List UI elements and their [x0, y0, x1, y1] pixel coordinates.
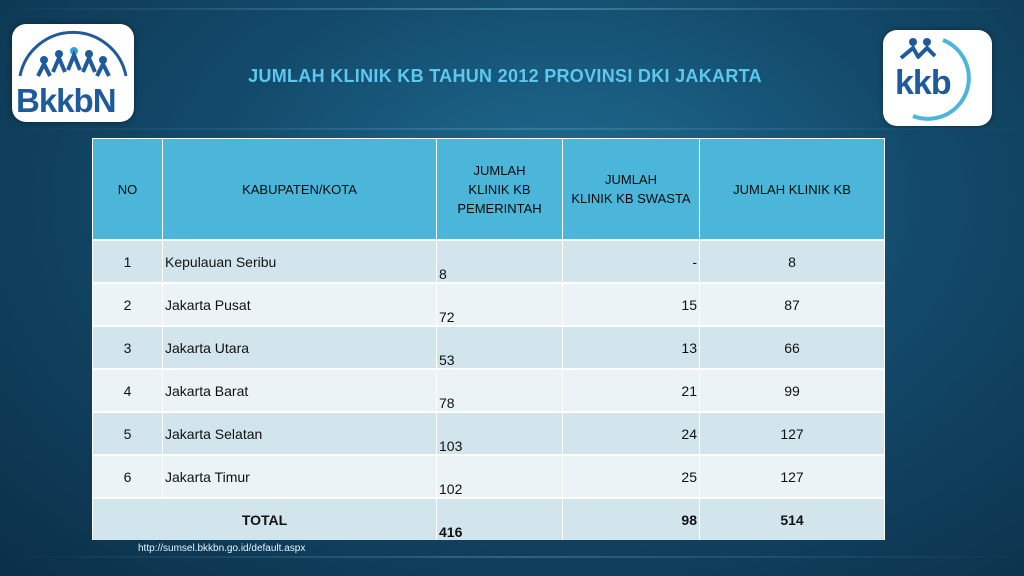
- background-streak: [0, 128, 1024, 130]
- table-row: 5 Jakarta Selatan 103 24 127: [92, 412, 885, 455]
- cell-swasta: 21: [562, 369, 700, 412]
- cell-gov: 8: [436, 240, 563, 283]
- cell-city: Jakarta Timur: [162, 455, 437, 498]
- cell-total: 127: [699, 455, 885, 498]
- cell-city: Jakarta Pusat: [162, 283, 437, 326]
- clinic-table: NO KABUPATEN/KOTA JUMLAH KLINIK KB PEMER…: [92, 138, 885, 540]
- header-gov: JUMLAH KLINIK KB PEMERINTAH: [436, 138, 563, 241]
- cell-total: 8: [699, 240, 885, 283]
- people-logo-icon: [18, 30, 128, 77]
- total-label: TOTAL: [92, 498, 437, 540]
- cell-gov: 53: [436, 326, 563, 369]
- cell-gov: 72: [436, 283, 563, 326]
- header-swasta: JUMLAH KLINIK KB SWASTA: [562, 138, 700, 241]
- cell-city: Kepulauan Seribu: [162, 240, 437, 283]
- cell-no: 5: [92, 412, 163, 455]
- table-row: 6 Jakarta Timur 102 25 127: [92, 455, 885, 498]
- header-total: JUMLAH KLINIK KB: [699, 138, 885, 241]
- source-url[interactable]: http://sumsel.bkkbn.go.id/default.aspx: [138, 543, 306, 554]
- cell-total: 66: [699, 326, 885, 369]
- bkkbn-logo: BkkbN: [12, 24, 134, 122]
- cell-total: 99: [699, 369, 885, 412]
- bkkbn-logo-text: BkkbN: [16, 82, 117, 119]
- cell-swasta: 24: [562, 412, 700, 455]
- header-gov-line1: JUMLAH: [473, 162, 526, 178]
- background-streak: [0, 556, 1024, 558]
- cell-swasta: 13: [562, 326, 700, 369]
- cell-no: 1: [92, 240, 163, 283]
- cell-total: 127: [699, 412, 885, 455]
- cell-no: 2: [92, 283, 163, 326]
- table-row: 3 Jakarta Utara 53 13 66: [92, 326, 885, 369]
- cell-swasta: 25: [562, 455, 700, 498]
- header-city: KABUPATEN/KOTA: [162, 138, 437, 241]
- kkb-logo: kkb: [883, 30, 992, 126]
- kkb-people-icon: [899, 38, 971, 121]
- cell-swasta: -: [562, 240, 700, 283]
- cell-swasta: 15: [562, 283, 700, 326]
- cell-gov: 103: [436, 412, 563, 455]
- table-header-row: NO KABUPATEN/KOTA JUMLAH KLINIK KB PEMER…: [92, 138, 885, 241]
- total-row: TOTAL 416 98 514: [92, 498, 885, 540]
- header-no: NO: [92, 138, 163, 241]
- total-swasta: 98: [562, 498, 700, 540]
- total-total: 514: [699, 498, 885, 540]
- table-row: 2 Jakarta Pusat 72 15 87: [92, 283, 885, 326]
- page-title: JUMLAH KLINIK KB TAHUN 2012 PROVINSI DKI…: [248, 66, 762, 86]
- cell-gov: 102: [436, 455, 563, 498]
- cell-total: 87: [699, 283, 885, 326]
- total-gov: 416: [436, 498, 563, 540]
- cell-city: Jakarta Barat: [162, 369, 437, 412]
- table-row: 4 Jakarta Barat 78 21 99: [92, 369, 885, 412]
- background-streak: [0, 8, 1024, 10]
- header-swasta-line2: KLINIK KB SWASTA: [571, 191, 691, 206]
- cell-no: 4: [92, 369, 163, 412]
- header-gov-line3: PEMERINTAH: [457, 200, 542, 216]
- cell-gov: 78: [436, 369, 563, 412]
- kkb-logo-text: kkb: [895, 64, 952, 102]
- cell-no: 3: [92, 326, 163, 369]
- cell-no: 6: [92, 455, 163, 498]
- cell-city: Jakarta Selatan: [162, 412, 437, 455]
- table-row: 1 Kepulauan Seribu 8 - 8: [92, 240, 885, 283]
- cell-city: Jakarta Utara: [162, 326, 437, 369]
- header-swasta-line1: JUMLAH: [604, 172, 657, 187]
- header-gov-line2: KLINIK KB: [468, 181, 531, 197]
